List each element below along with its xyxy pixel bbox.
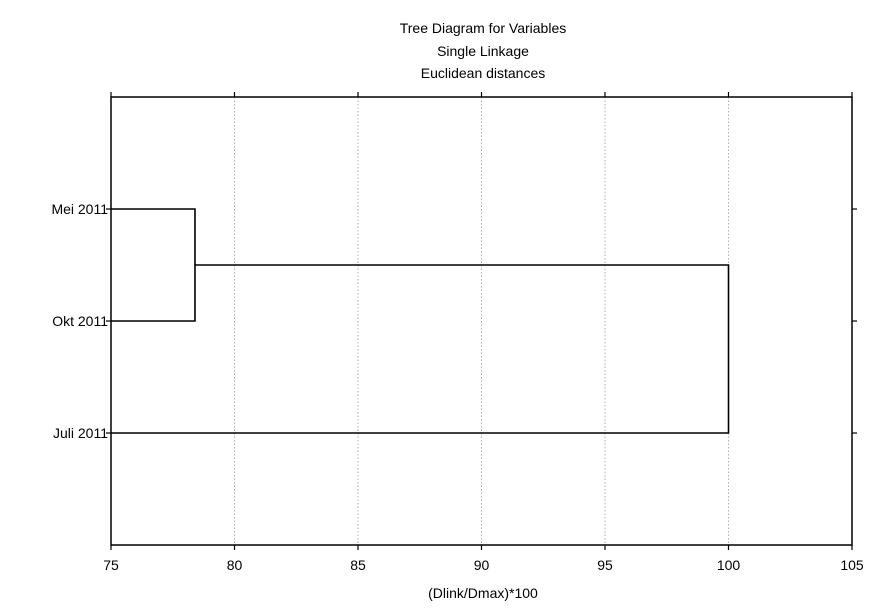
- x-axis-label: (Dlink/Dmax)*100: [428, 585, 538, 601]
- leaf-label: Okt 2011: [52, 313, 108, 329]
- chart-title-line-3: Euclidean distances: [421, 65, 546, 81]
- leaf-labels: Mei 2011 Okt 2011 Juli 2011: [51, 201, 108, 441]
- dendrogram-links: [111, 208, 730, 434]
- grid-lines: [234, 97, 729, 545]
- x-tick-label: 95: [597, 557, 613, 573]
- chart-title-line-1: Tree Diagram for Variables: [400, 20, 567, 36]
- leaf-label: Mei 2011: [51, 201, 108, 217]
- chart-title: Tree Diagram for Variables Single Linkag…: [400, 20, 567, 81]
- x-tick-label: 80: [227, 557, 243, 573]
- x-tick-label: 75: [103, 557, 119, 573]
- x-tick-label: 100: [717, 557, 741, 573]
- leaf-label: Juli 2011: [53, 425, 108, 441]
- x-tick-label: 105: [840, 557, 864, 573]
- x-axis-tick-labels: 75 80 85 90 95 100 105: [103, 557, 864, 573]
- x-tick-label: 85: [350, 557, 366, 573]
- x-tick-label: 90: [474, 557, 490, 573]
- axis-ticks: [106, 92, 857, 550]
- plot-frame: [110, 96, 853, 546]
- dendrogram-link: [111, 208, 196, 322]
- chart-title-line-2: Single Linkage: [437, 43, 529, 59]
- dendrogram-link: [111, 264, 730, 434]
